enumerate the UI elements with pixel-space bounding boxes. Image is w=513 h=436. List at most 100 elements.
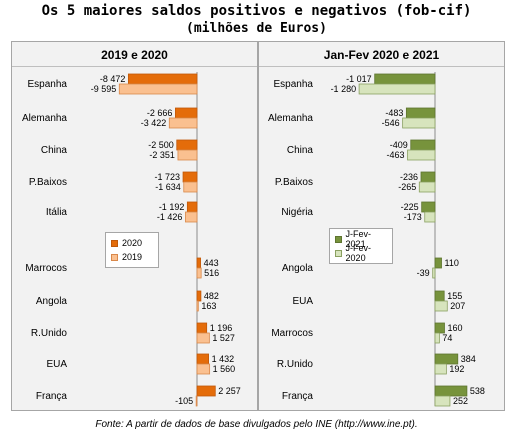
legend-swatch-2019: [111, 253, 118, 261]
value-label-franca-j-fev-2020: 252: [453, 396, 468, 406]
value-label-espanha-2019: -9 595: [91, 84, 117, 94]
left-legend: 2020 2019: [105, 232, 159, 268]
value-label-eua-2019: 1 560: [213, 364, 236, 374]
bar-marrocos-j-fev-2021: [434, 322, 445, 334]
bar-china-j-fev-2020: [407, 149, 436, 161]
value-label-marrocos-j-fev-2020: 74: [442, 333, 452, 343]
bar-marrocos-2020: [196, 257, 201, 269]
bar-nigeria-j-fev-2020: [424, 211, 436, 223]
bar-alemanha-j-fev-2021: [405, 107, 436, 119]
value-label-angola-2020: 482: [204, 291, 219, 301]
legend-item-jfev-2020: J-Fev-2020: [335, 243, 387, 263]
bar-p-baixos-j-fev-2020: [418, 181, 436, 193]
bar-p-baixos-j-fev-2021: [420, 171, 436, 183]
bar-espanha-j-fev-2020: [358, 83, 436, 95]
left-panel-divider: [12, 66, 257, 67]
bar-marrocos-j-fev-2020: [434, 332, 440, 344]
value-label-r-unido-j-fev-2021: 384: [461, 354, 476, 364]
bar-eua-j-fev-2021: [434, 290, 445, 302]
value-label-franca-j-fev-2021: 538: [470, 386, 485, 396]
value-label-alemanha-2019: -3 422: [141, 118, 167, 128]
legend-label-2020: 2020: [122, 238, 143, 248]
bar-r-unido-2020: [196, 322, 208, 334]
category-label-franca: França: [36, 391, 68, 402]
category-label-espanha: Espanha: [274, 79, 314, 90]
legend-item-2020: 2020: [111, 236, 153, 250]
category-label-angola: Angola: [282, 263, 314, 274]
legend-label-jfev-2020: J-Fev-2020: [345, 243, 372, 263]
value-label-espanha-2020: -8 472: [100, 74, 126, 84]
value-label-angola-2019: 163: [201, 301, 216, 311]
right-panel-divider: [259, 66, 504, 67]
category-label-angola: Angola: [36, 296, 68, 307]
bar-china-j-fev-2021: [410, 139, 436, 151]
value-label-r-unido-j-fev-2020: 192: [449, 364, 464, 374]
category-label-r-unido: R.Unido: [31, 328, 68, 339]
value-label-franca-2020: 2 257: [218, 386, 241, 396]
value-label-angola-j-fev-2021: 110: [445, 258, 459, 268]
category-label-eua: EUA: [292, 296, 313, 307]
value-label-china-j-fev-2020: -463: [387, 150, 405, 160]
bar-angola-j-fev-2020: [432, 267, 436, 279]
value-label-italia-2020: -1 192: [159, 202, 185, 212]
bar-china-2020: [176, 139, 198, 151]
right-chart-panel: Jan-Fev 2020 e 2021 Espanha -1 017 -1 280 A…: [258, 41, 505, 411]
value-label-p-baixos-j-fev-2020: -265: [398, 182, 416, 192]
category-label-r-unido: R.Unido: [277, 359, 314, 370]
value-label-eua-2020: 1 432: [212, 354, 235, 364]
legend-swatch-jfev-2021: [335, 235, 342, 243]
bar-alemanha-2019: [168, 117, 198, 129]
bar-angola-j-fev-2021: [434, 257, 442, 269]
bar-eua-j-fev-2020: [434, 300, 448, 312]
bar-espanha-2020: [127, 73, 198, 85]
bar-franca-2019: [195, 395, 198, 407]
value-label-china-j-fev-2021: -409: [390, 140, 408, 150]
value-label-marrocos-2019: 516: [204, 268, 219, 278]
value-label-china-2019: -2 351: [149, 150, 175, 160]
right-bar-chart: Espanha -1 017-1 280 Alemanha -483-546 China…: [268, 72, 485, 407]
value-label-angola-j-fev-2020: -39: [417, 268, 430, 278]
category-label-nigeria: Nigéria: [281, 207, 313, 218]
value-label-p-baixos-2019: -1 634: [155, 182, 181, 192]
bar-espanha-2019: [118, 83, 198, 95]
legend-swatch-2020: [111, 239, 118, 247]
left-panel-title: 2019 e 2020: [101, 48, 168, 62]
bar-eua-2020: [196, 353, 209, 365]
value-label-marrocos-2020: 443: [204, 258, 219, 268]
category-label-p-baixos: P.Baixos: [29, 177, 67, 188]
legend-item-2019: 2019: [111, 250, 153, 264]
category-label-marrocos: Marrocos: [25, 263, 67, 274]
value-label-eua-j-fev-2020: 207: [450, 301, 465, 311]
value-label-r-unido-2020: 1 196: [210, 323, 233, 333]
category-label-marrocos: Marrocos: [271, 328, 313, 339]
legend-item-jfev-2021: J-Fev-2021: [335, 229, 387, 249]
left-bar-chart: Espanha -8 472-9 595 Alemanha -2 666-3 422 C…: [22, 72, 241, 407]
bar-r-unido-2019: [196, 332, 210, 344]
right-legend: J-Fev-2021 J-Fev-2020: [329, 228, 393, 264]
bar-p-baixos-2019: [183, 181, 198, 193]
bar-nigeria-j-fev-2021: [421, 201, 436, 213]
legend-label-2019: 2019: [122, 252, 143, 262]
bar-angola-2019: [196, 300, 199, 312]
value-label-china-2020: -2 500: [148, 140, 174, 150]
chart-title: Os 5 maiores saldos positivos e negativo…: [41, 3, 472, 19]
legend-label-jfev-2021: J-Fev-2021: [345, 229, 372, 249]
category-label-franca: França: [282, 391, 314, 402]
bar-marrocos-2019: [196, 267, 202, 279]
bar-eua-2019: [196, 363, 211, 375]
value-label-espanha-j-fev-2020: -1 280: [331, 84, 357, 94]
category-label-china: China: [41, 145, 68, 156]
legend-swatch-jfev-2020: [335, 249, 342, 257]
bar-franca-2020: [196, 385, 216, 397]
bar-china-2019: [177, 149, 198, 161]
bar-espanha-j-fev-2021: [374, 73, 436, 85]
bar-franca-j-fev-2021: [434, 385, 468, 397]
value-label-p-baixos-2020: -1 723: [155, 172, 181, 182]
value-label-p-baixos-j-fev-2021: -236: [400, 172, 418, 182]
value-label-alemanha-2020: -2 666: [147, 108, 173, 118]
bar-alemanha-2020: [175, 107, 198, 119]
bar-r-unido-j-fev-2021: [434, 353, 459, 365]
value-label-nigeria-j-fev-2021: -225: [401, 202, 419, 212]
bar-italia-2020: [186, 201, 198, 213]
bar-franca-j-fev-2020: [434, 395, 451, 407]
